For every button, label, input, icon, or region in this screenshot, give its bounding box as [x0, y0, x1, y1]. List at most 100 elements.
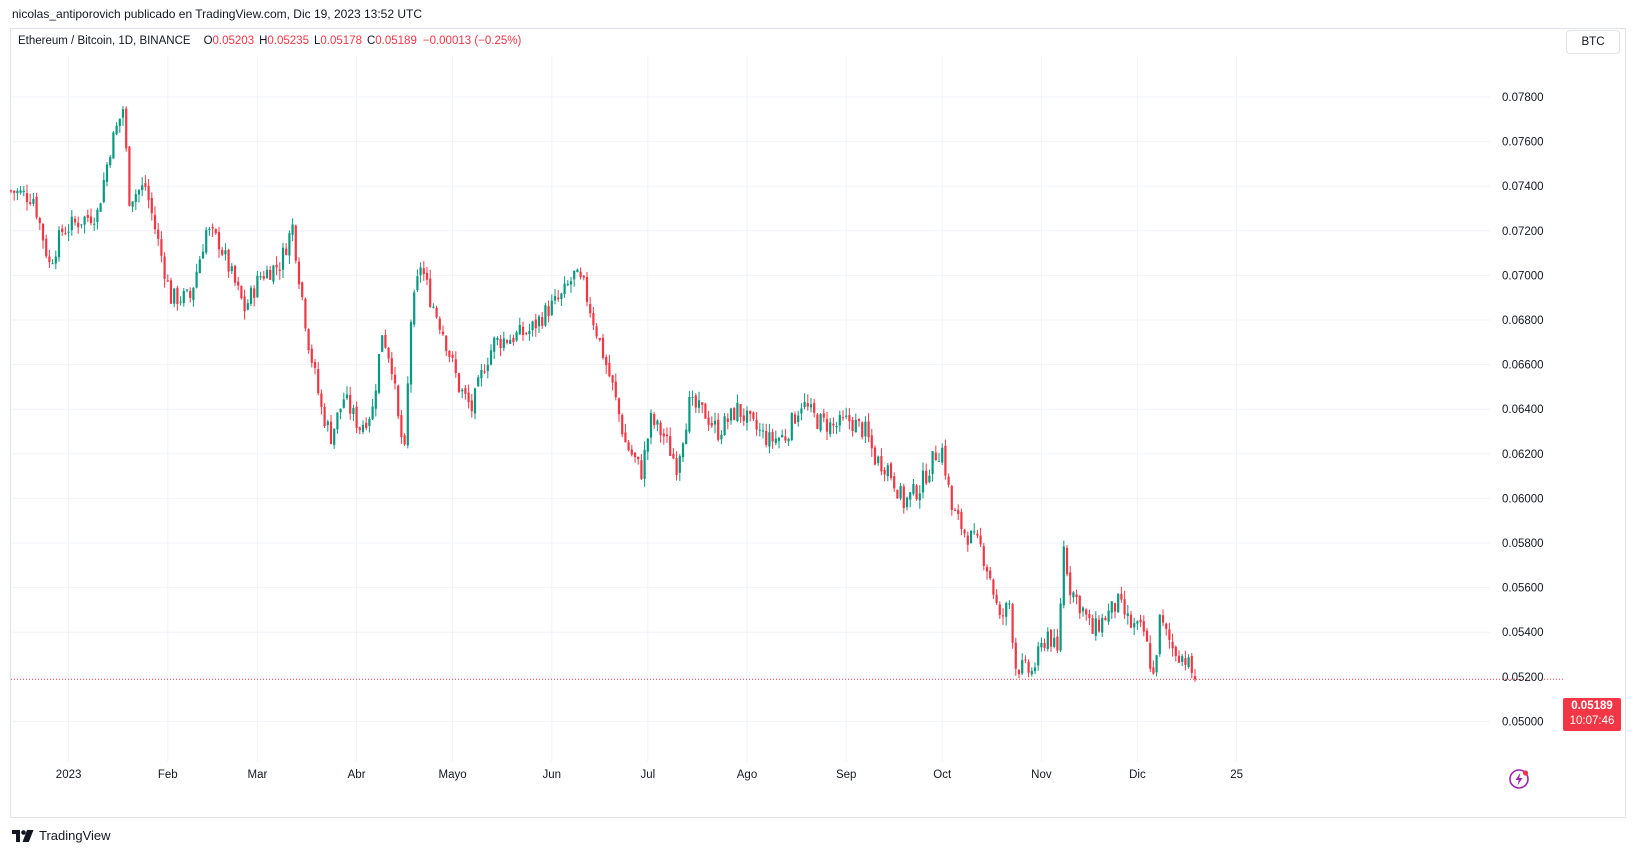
- candle-body: [957, 510, 960, 514]
- grid-lines: [11, 56, 1490, 762]
- candle-body: [224, 250, 227, 255]
- candle-body: [886, 465, 889, 477]
- candle-body: [659, 422, 662, 436]
- candle-body: [441, 331, 445, 335]
- change-value: −0.00013 (−0.25%): [422, 35, 522, 47]
- candle-body: [934, 452, 937, 461]
- lightning-icon[interactable]: [1508, 768, 1530, 790]
- candle-body: [297, 261, 301, 285]
- candle-body: [1049, 629, 1053, 647]
- candle-body: [736, 402, 739, 421]
- x-tick-label: Abr: [348, 769, 366, 781]
- x-tick-label: Sep: [836, 769, 856, 781]
- candle-body: [19, 190, 22, 193]
- candle-body: [249, 287, 253, 304]
- candle-body: [118, 118, 121, 127]
- candle-body: [1091, 618, 1094, 634]
- candle-body: [1117, 593, 1120, 613]
- candle-body: [678, 456, 681, 473]
- candle-body: [496, 338, 499, 340]
- candle-body: [339, 408, 342, 413]
- candle-body: [1094, 618, 1097, 636]
- candle-body: [877, 456, 880, 464]
- candle-body: [976, 533, 979, 536]
- candle-body: [560, 293, 563, 299]
- candle-body: [749, 410, 752, 414]
- candle-body: [240, 286, 243, 299]
- candle-body: [96, 209, 99, 223]
- candle-body: [1171, 641, 1174, 649]
- candle-body: [269, 270, 272, 280]
- candle-body: [313, 362, 317, 368]
- candle-body: [973, 531, 976, 533]
- candle-body: [758, 429, 761, 431]
- candle-body: [198, 259, 201, 274]
- candle-body: [931, 451, 934, 475]
- candle-body: [208, 228, 211, 231]
- symbol-label[interactable]: Ethereum / Bitcoin, 1D, BINANCE: [18, 35, 191, 47]
- candle-body: [214, 229, 217, 234]
- y-tick-label: 0.06400: [1502, 404, 1544, 416]
- candle-body: [925, 470, 928, 484]
- close-label: C: [366, 35, 376, 47]
- candle-body: [953, 510, 957, 512]
- candle-body: [419, 267, 422, 276]
- candle-body: [246, 303, 249, 310]
- candle-body: [720, 434, 723, 440]
- candle-body: [845, 415, 848, 417]
- candle-body: [745, 410, 749, 423]
- y-tick-label: 0.05800: [1502, 538, 1544, 550]
- candle-body: [861, 422, 864, 437]
- candle-body: [83, 216, 86, 225]
- candle-body: [73, 218, 77, 223]
- candle-body: [77, 222, 80, 228]
- candle-body: [67, 231, 70, 233]
- candle-body: [627, 442, 630, 451]
- x-tick-label: Feb: [158, 769, 178, 781]
- candle-body: [147, 186, 150, 201]
- candle-body: [969, 530, 973, 544]
- candle-body: [809, 404, 813, 408]
- candle-body: [217, 232, 221, 250]
- candle-body: [889, 463, 893, 478]
- chart-frame: [10, 28, 1626, 818]
- candle-body: [201, 251, 205, 259]
- chart-legend: Ethereum / Bitcoin, 1D, BINANCE O 0.05203…: [18, 35, 521, 47]
- candle-body: [1059, 603, 1062, 651]
- candle-body: [589, 303, 592, 314]
- close-value: 0.05189: [375, 35, 417, 47]
- candle-body: [1072, 592, 1075, 598]
- candle-body: [80, 224, 83, 226]
- candle-body: [374, 390, 377, 409]
- currency-button[interactable]: BTC: [1566, 30, 1620, 54]
- candle-body: [1187, 657, 1190, 668]
- footer-brand[interactable]: TradingView: [12, 828, 111, 843]
- candle-body: [445, 335, 448, 351]
- candle-body: [841, 417, 845, 419]
- candle-body: [61, 228, 64, 233]
- x-tick-label: 25: [1230, 769, 1243, 781]
- candle-body: [793, 414, 797, 424]
- candle-body: [960, 511, 963, 530]
- candle-body: [448, 350, 451, 357]
- candle-body: [307, 329, 310, 351]
- candle-body: [707, 417, 710, 425]
- candle-body: [726, 418, 729, 422]
- candle-body: [963, 529, 966, 534]
- y-tick-label: 0.07400: [1502, 181, 1544, 193]
- candle-body: [982, 546, 985, 566]
- high-label: H: [259, 35, 268, 47]
- candle-body: [301, 282, 304, 298]
- candle-body: [557, 297, 560, 300]
- candle-body: [272, 265, 275, 282]
- candle-body: [182, 291, 185, 304]
- candle-body: [1174, 646, 1177, 656]
- candlesticks: [9, 106, 1563, 682]
- candle-body: [838, 414, 841, 426]
- candle-body: [342, 399, 345, 408]
- candle-body: [505, 340, 509, 343]
- candle-body: [928, 475, 931, 483]
- candle-body: [1145, 630, 1149, 642]
- candle-body: [1193, 676, 1197, 680]
